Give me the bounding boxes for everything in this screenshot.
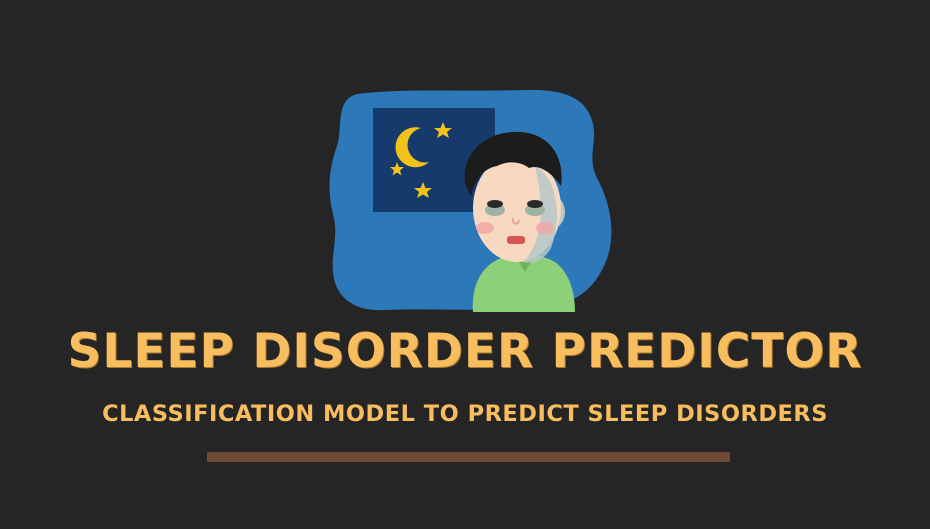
boy-mouth [507, 236, 525, 244]
boy-eye [487, 200, 503, 208]
divider [207, 452, 730, 462]
page-subtitle: CLASSIFICATION MODEL TO PREDICT SLEEP DI… [0, 401, 930, 427]
sleepless-boy-illustration [325, 86, 615, 312]
boy-eye [527, 200, 543, 208]
page-title: SLEEP DISORDER PREDICTOR [0, 324, 930, 379]
